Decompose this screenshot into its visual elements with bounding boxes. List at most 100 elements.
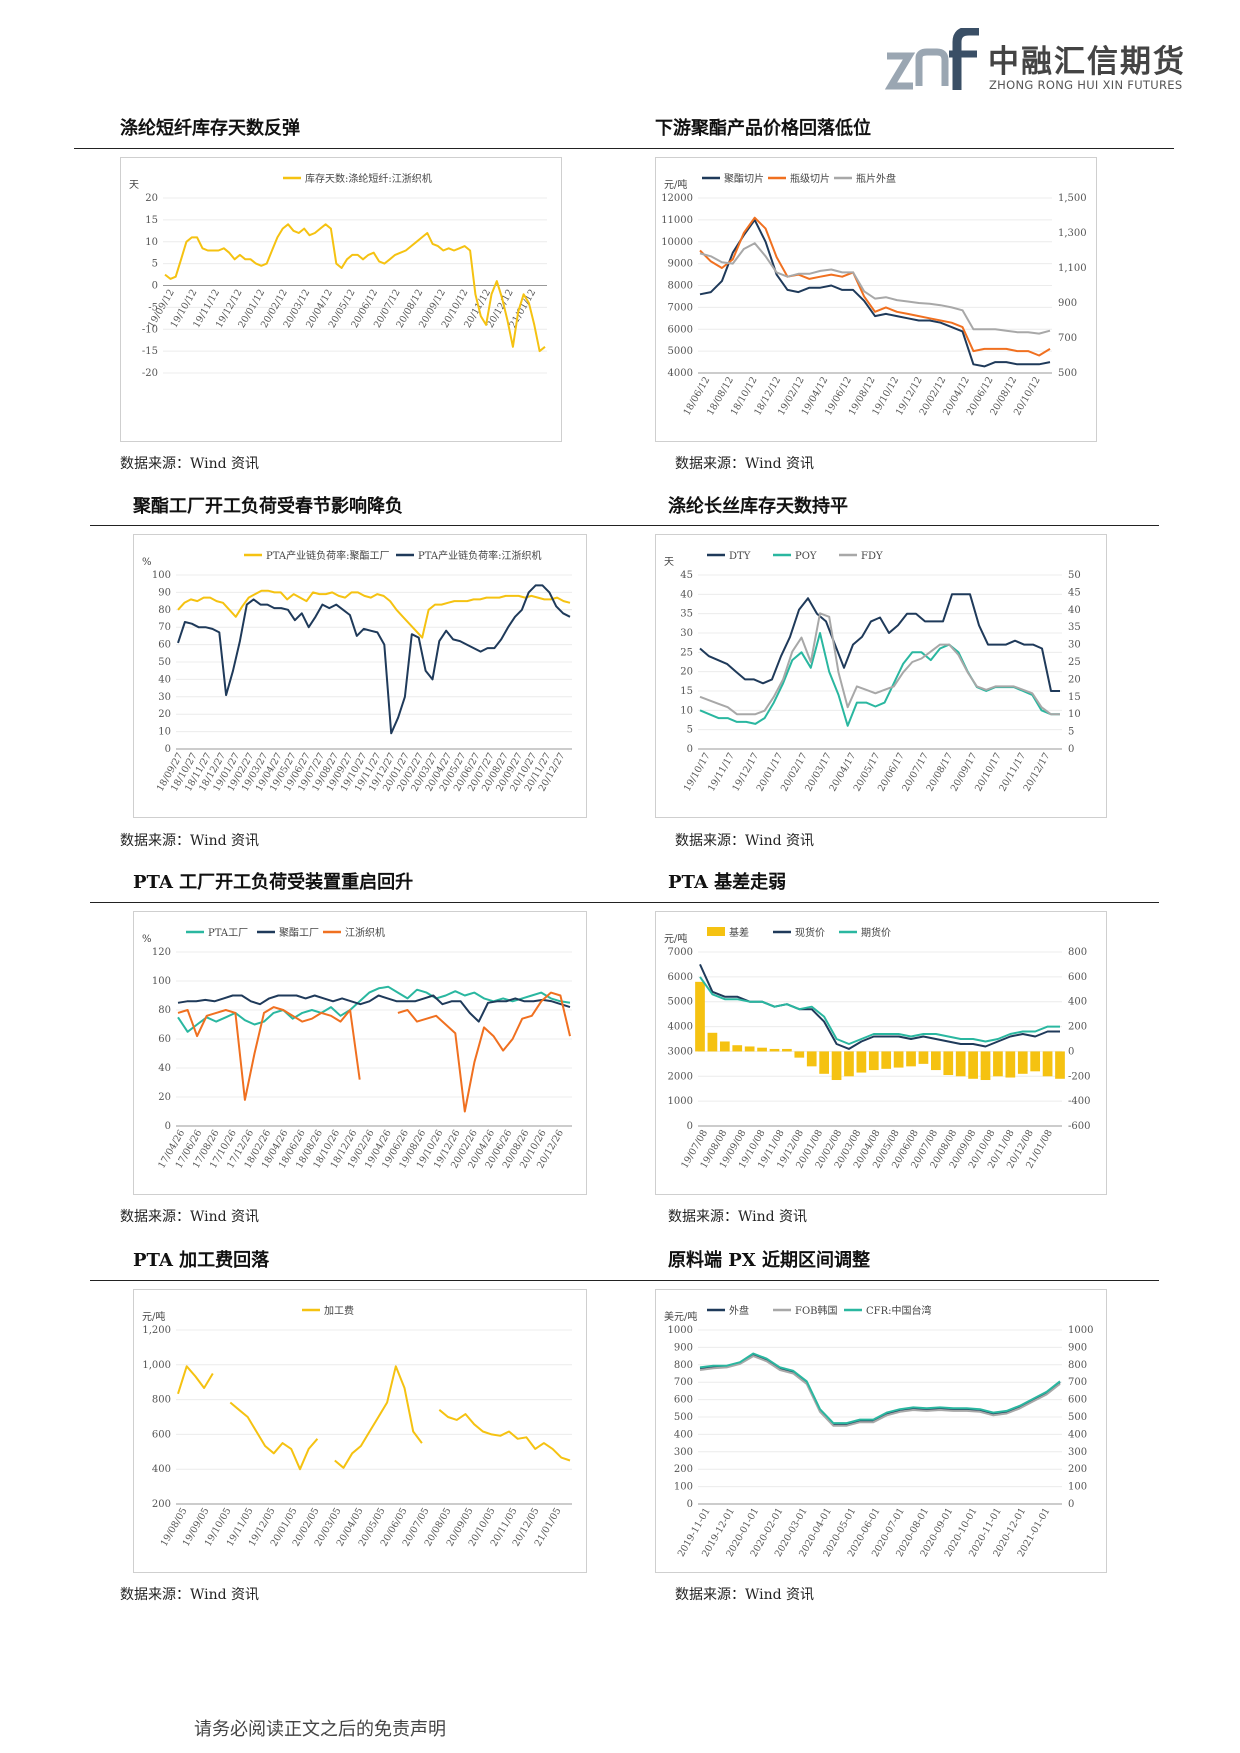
legend-label: 库存天数:涤纶短纤:江浙织机: [305, 172, 432, 185]
legend-label: 现货价: [795, 926, 825, 939]
chart-panel: 外盘 FOB韩国 CFR:中国台湾 美元/吨 1000 900 800 700 600 500 40…: [655, 1289, 1107, 1573]
y-tick-label: 50: [158, 657, 171, 668]
bar-mark: [819, 1051, 829, 1074]
series-line: [699, 1352, 1061, 1425]
legend-label: 期货价: [861, 926, 891, 939]
chart-svg: 加工费元/吨1,2001,00080060040020019/08/0519/0…: [142, 1304, 572, 1548]
y-tick-label: 7000: [668, 947, 693, 958]
series-line: [699, 1355, 1061, 1427]
y2-tick-label: 35: [1068, 622, 1081, 633]
axis-unit-label: 元/吨: [142, 1310, 165, 1323]
bar-mark: [868, 1051, 879, 1071]
data-source: 数据来源：Wind 资讯: [120, 456, 260, 472]
chart-title: 涤纶短纤库存天数反弹: [120, 118, 300, 139]
y-tick-label: 5000: [668, 997, 693, 1008]
chart-title: PTA 加工费回落: [133, 1250, 270, 1271]
brand-mark-icon: [885, 28, 979, 90]
y2-tick-label: 600: [1068, 972, 1087, 983]
series-line: [177, 991, 571, 1113]
bar-mark: [906, 1051, 916, 1067]
y2-tick-label: 30: [1068, 640, 1081, 651]
y2-tick-label: 25: [1068, 657, 1081, 668]
legend-label: FOB韩国: [795, 1304, 838, 1317]
chart-title: PTA 工厂开工负荷受装置重启回升: [133, 872, 414, 893]
bar-mark: [794, 1051, 805, 1058]
y-tick-label: 5: [152, 259, 158, 270]
y-tick-label: 1000: [668, 1096, 693, 1107]
y2-tick-label: 10: [1068, 709, 1081, 720]
bar-mark: [707, 1032, 718, 1052]
y2-tick-label: 1,300: [1058, 228, 1087, 239]
disclaimer-footer: 请务必阅读正文之后的免责声明: [194, 1719, 446, 1740]
series-line: [177, 589, 571, 639]
y-tick-label: 15: [145, 215, 158, 226]
legend-label: PTA工厂: [208, 928, 248, 939]
bar-mark: [881, 1051, 892, 1069]
y-tick-label: 6000: [668, 324, 693, 335]
chart-title: PTA 基差走弱: [668, 872, 787, 893]
data-source: 数据来源：Wind 资讯: [668, 1209, 808, 1225]
y-tick-label: 120: [152, 947, 171, 958]
y2-tick-label: 900: [1058, 298, 1077, 309]
y-tick-label: 600: [152, 1429, 171, 1440]
axis-unit-label: 天: [664, 557, 674, 568]
axis-unit-label: %: [142, 934, 152, 945]
legend-label: 聚酯切片: [724, 172, 764, 185]
y-tick-label: 10: [158, 727, 171, 738]
bar-mark: [980, 1051, 991, 1081]
y-tick-label: 20: [145, 193, 158, 204]
section-divider: [90, 1280, 1159, 1281]
data-source: 数据来源：Wind 资讯: [675, 456, 815, 472]
bar-mark: [943, 1051, 954, 1076]
y2-tick-label: 500: [1068, 1412, 1087, 1423]
y-tick-label: 10: [145, 237, 158, 248]
y-tick-label: 4000: [668, 368, 693, 379]
legend-label: CFR:中国台湾: [866, 1304, 932, 1317]
series-line: [699, 218, 1051, 368]
y-tick-label: 0: [165, 1121, 171, 1132]
bar-mark: [769, 1048, 780, 1052]
y2-tick-label: 45: [1068, 587, 1081, 598]
y-tick-label: 400: [152, 1464, 171, 1475]
series-line: [164, 223, 546, 353]
bar-mark: [993, 1051, 1003, 1077]
y-tick-label: 20: [680, 667, 693, 678]
y-tick-label: 80: [158, 1005, 171, 1016]
bar-mark: [893, 1051, 904, 1068]
bar-mark: [856, 1051, 867, 1073]
legend-swatch: [707, 927, 725, 936]
y-tick-label: 0: [687, 1121, 693, 1132]
y-tick-label: -5: [148, 302, 158, 313]
y-tick-label: 8000: [668, 281, 693, 292]
y-tick-label: 800: [152, 1395, 171, 1406]
section-divider: [90, 525, 1159, 526]
y2-tick-label: 100: [1068, 1482, 1087, 1493]
series-line: [177, 994, 571, 1023]
brand-name-en: ZHONG RONG HUI XIN FUTURES: [989, 78, 1183, 92]
y-tick-label: 10: [680, 705, 693, 716]
series-line: [699, 242, 1051, 335]
y2-tick-label: 1000: [1068, 1325, 1093, 1336]
legend-label: 外盘: [729, 1304, 749, 1317]
y-tick-label: 20: [158, 1092, 171, 1103]
y2-tick-label: 700: [1068, 1377, 1087, 1388]
bar-mark: [1017, 1051, 1028, 1074]
chart-panel: DTY POY FDY 天 45 40 35 30 25 20 15 10 5 0 50 45 40 35 30 25…: [655, 534, 1107, 818]
bar-mark: [1042, 1051, 1053, 1077]
chart-title: 涤纶长丝库存天数持平: [668, 496, 848, 517]
bar-mark: [744, 1046, 755, 1052]
chart-svg: 库存天数:涤纶短纤:江浙织机天20151050-5-10-15-2019/09/…: [129, 172, 547, 379]
chart-panel: 加工费 元/吨 1,200 1,000 800 600 400 200 19/08/05 19/0…: [133, 1289, 587, 1573]
y-tick-label: 40: [680, 589, 693, 600]
legend-label: PTA产业链负荷率:聚酯工厂: [266, 549, 389, 562]
chart-svg: 基差 现货价 期货价元/吨70006000500040003000200010000…: [664, 926, 1090, 1170]
bar-mark: [719, 1041, 730, 1052]
y2-tick-label: 40: [1068, 605, 1081, 616]
series-line: [177, 584, 571, 735]
series-line: [699, 216, 1051, 357]
y2-tick-label: -400: [1068, 1096, 1090, 1107]
axis-unit-label: 天: [129, 180, 139, 191]
y-tick-label: 9000: [668, 259, 693, 270]
y-tick-label: 60: [158, 1034, 171, 1045]
y-tick-label: 6000: [668, 972, 693, 983]
